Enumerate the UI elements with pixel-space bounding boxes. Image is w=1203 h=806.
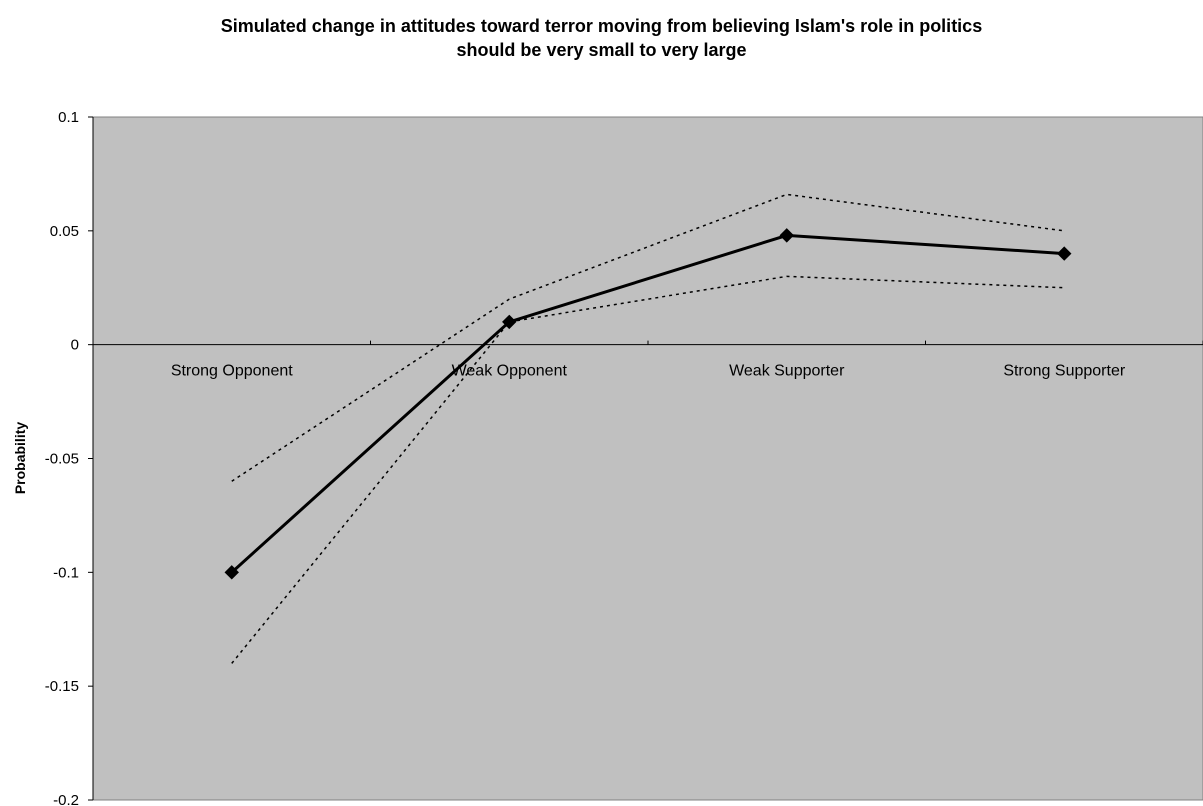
chart-title-line-2: should be very small to very large (456, 40, 747, 60)
plot-area (92, 116, 1203, 801)
y-tick-label: 0.1 (58, 109, 79, 126)
data-point-marker (779, 228, 794, 243)
x-tick-label: Strong Opponent (171, 363, 293, 380)
y-tick-label: -0.15 (45, 678, 79, 695)
y-tick-label: 0.05 (50, 223, 79, 240)
data-point-marker (224, 565, 239, 580)
y-tick-label: -0.05 (45, 451, 79, 468)
chart-title: Simulated change in attitudes toward ter… (0, 14, 1203, 62)
y-tick-label: 0 (71, 337, 79, 354)
series-line-estimate (230, 233, 1065, 574)
chart-title-line-1: Simulated change in attitudes toward ter… (220, 16, 983, 36)
y-tick-label: -0.2 (53, 792, 79, 806)
y-tick-label: -0.1 (53, 564, 79, 581)
x-tick-label: Weak Opponent (452, 363, 568, 380)
x-tick-label: Strong Supporter (1003, 363, 1126, 380)
data-point-marker (1057, 246, 1072, 261)
x-tick-label: Weak Supporter (729, 363, 845, 380)
